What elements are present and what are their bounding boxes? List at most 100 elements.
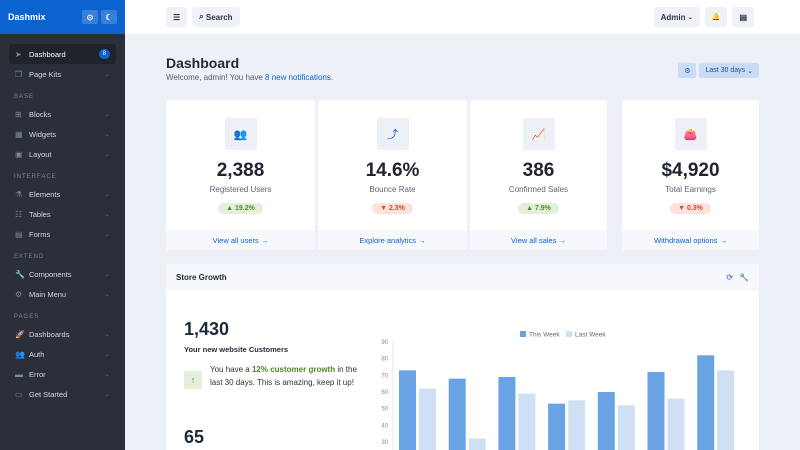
card-footer-link[interactable]: View all sales → [470,230,607,250]
stat-card: 👛 $4,920 Total Earnings ▼ 0.3% Withdrawal op… [622,100,759,250]
sidebar-item-label: Layout [29,149,52,159]
sidebar-item-main-menu[interactable]: ⚙ Main Menu ⌄ [9,284,116,304]
elements-icon: ⚗ [15,189,23,199]
arrow-up-icon: ↑ [184,371,202,389]
bar-last-week [468,438,486,450]
sidebar-item-components[interactable]: 🔧 Components ⌄ [9,264,116,284]
bar-this-week [697,355,715,450]
bar-this-week [498,377,516,450]
y-tick-label: 50 [381,407,388,413]
stat-card: 👥 2,388 Registered Users ▲ 19.2% View all us… [166,100,315,250]
second-stat-value: 65 [184,427,205,447]
search-button[interactable]: ⌕ Search [192,7,240,27]
stat-icon: 📈 [522,118,555,150]
brand-logo[interactable]: Dashmix [8,12,46,22]
topbar: ☰ ⌕ Search Admin ⌄ 🔔 ▤ [125,0,800,34]
msg-prefix: You have a [210,365,252,374]
refresh-icon[interactable]: ⟳ [726,273,734,282]
sidebar-item-auth[interactable]: 👥 Auth ⌄ [9,344,116,364]
sidebar-item-get-started[interactable]: ▭ Get Started ⌄ [9,384,116,404]
card-footer-link[interactable]: Explore analytics → [318,230,467,250]
bar-last-week [667,398,685,450]
card-footer-link[interactable]: View all users → [166,230,315,250]
stat-label: Registered Users [209,185,272,194]
dashboards-icon: 🚀 [15,329,25,339]
sidebar-item-label: Elements [29,189,61,199]
card-footer-link[interactable]: Withdrawal options → [622,230,759,250]
stat-label: Bounce Rate [369,185,416,194]
sidebar-item-label: Components [29,269,72,279]
chevron-down-icon: ⌄ [104,291,110,298]
sidebar-item-forms[interactable]: ▤ Forms ⌄ [9,224,116,244]
stat-value: 386 [522,160,555,181]
legend-label: This Week [529,332,560,339]
bar-last-week [568,400,586,450]
notifications-bell-icon[interactable]: 🔔 [704,7,728,27]
y-tick-label: 90 [381,340,388,346]
y-tick-label: 60 [381,390,388,396]
y-tick-label: 30 [381,440,388,446]
page-kits-icon: ❐ [15,69,23,79]
dark-mode-icon[interactable]: ☾ [101,10,117,24]
bar-last-week [518,393,536,450]
date-range-dropdown[interactable]: Last 30 days ⌄ [699,63,759,78]
chevron-down-icon: ⌄ [104,211,110,218]
chevron-down-icon: ⌄ [104,331,110,338]
sidebar: Dashmix ⊙ ☾ ➤ Dashboard 8 ❐ Page Kits ⌄ BASE ⊞ B… [0,0,125,450]
settings-gear-icon[interactable]: ⚙ [678,63,697,78]
sidebar-item-label: Main Menu [29,289,67,299]
sidebar-heading: BASE [14,94,35,100]
y-tick-label: 40 [381,423,388,429]
search-icon: ⌕ [199,12,206,21]
sidebar-item-layout[interactable]: ▣ Layout ⌄ [9,144,116,164]
brand-bar: Dashmix ⊙ ☾ [0,0,125,34]
wrench-icon[interactable]: 🔧 [739,273,749,282]
sidebar-item-tables[interactable]: ☷ Tables ⌄ [9,204,116,224]
bar-this-week [548,403,566,450]
sidebar-item-blocks[interactable]: ⊞ Blocks ⌄ [9,104,116,124]
change-badge: ▲ 19.2% [218,203,263,214]
chevron-down-icon: ⌄ [104,351,110,358]
change-badge: ▲ 7.9% [518,203,559,214]
sidebar-item-label: Forms [29,229,51,239]
stat-value: $4,920 [661,160,720,181]
legend-swatch [566,331,572,337]
sidebar-item-error[interactable]: ▬ Error ⌄ [9,364,116,384]
sidebar-heading: PAGES [14,314,40,320]
sidebar-item-dashboard[interactable]: ➤ Dashboard 8 [9,44,116,64]
customers-count: 1,430 [184,319,230,339]
sidebar-nav: ➤ Dashboard 8 ❐ Page Kits ⌄ BASE ⊞ Blocks ⌄ ▦ Widge… [0,34,125,414]
sidebar-item-dashboards[interactable]: 🚀 Dashboards ⌄ [9,324,116,344]
auth-icon: 👥 [15,349,25,359]
user-label: Admin [660,12,686,22]
sidebar-item-label: Page Kits [29,69,62,79]
y-tick-label: 70 [381,373,388,379]
block-header: Store Growth ⟳ 🔧 [166,264,759,291]
header-actions: ⚙ Last 30 days ⌄ [675,63,759,78]
stat-icon: ⤴ [376,118,409,150]
welcome-text: Welcome, admin! You have 8 new notificat… [166,73,333,82]
chevron-down-icon: ⌄ [104,191,110,198]
side-panel-icon[interactable]: ▤ [732,7,754,27]
dashboard-icon: ➤ [15,49,22,59]
sidebar-item-label: Get Started [29,389,68,399]
bar-this-week [448,378,466,450]
stat-value: 14.6% [365,160,420,181]
customers-label: Your new website Customers [184,345,289,354]
sidebar-item-elements[interactable]: ⚗ Elements ⌄ [9,184,116,204]
error-icon: ▬ [15,369,23,379]
welcome-suffix: . [330,73,334,82]
search-label: Search [205,12,233,22]
sidebar-item-widgets[interactable]: ▦ Widgets ⌄ [9,124,116,144]
sidebar-item-page-kits[interactable]: ❐ Page Kits ⌄ [9,64,116,84]
user-dropdown[interactable]: Admin ⌄ [653,7,700,27]
welcome-prefix: Welcome, admin! You have [166,73,266,82]
stat-card: ⤴ 14.6% Bounce Rate ▼ 2.3% Explore analytics… [318,100,467,250]
notification-badge: 8 [98,49,110,59]
menu-toggle-button[interactable]: ☰ [166,7,188,27]
msg-suffix: in the last 30 days. This is amazing, ke… [210,365,357,387]
theme-toggle-icon[interactable]: ⊙ [82,10,98,24]
notifications-link[interactable]: 8 new notifications [265,73,331,82]
bar-last-week [617,405,635,450]
y-tick-label: 80 [381,357,388,363]
